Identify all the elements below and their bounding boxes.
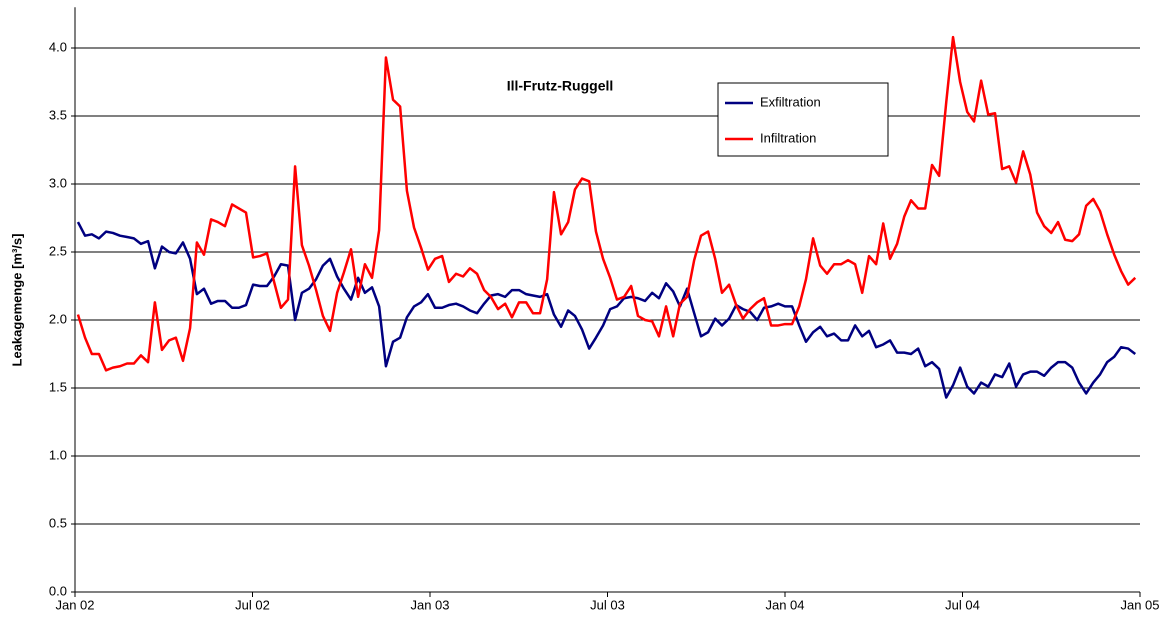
- y-tick-label: 0.5: [49, 515, 67, 530]
- legend-label: Exfiltration: [760, 94, 821, 109]
- y-tick-label: 4.0: [49, 39, 67, 54]
- y-tick-label: 2.5: [49, 243, 67, 258]
- x-tick-label: Jan 02: [55, 597, 94, 612]
- x-tick-label: Jul 04: [945, 597, 980, 612]
- y-axis-label: Leakagemenge [m³/s]: [9, 234, 24, 367]
- y-tick-label: 0.0: [49, 583, 67, 598]
- y-tick-label: 3.5: [49, 107, 67, 122]
- y-tick-label: 3.0: [49, 175, 67, 190]
- series-line: [76, 221, 1137, 399]
- series-line: [76, 35, 1137, 372]
- legend-label: Infiltration: [760, 130, 816, 145]
- y-tick-label: 2.0: [49, 311, 67, 326]
- x-tick-label: Jan 04: [765, 597, 804, 612]
- x-tick-label: Jan 05: [1120, 597, 1159, 612]
- x-tick-label: Jul 02: [235, 597, 270, 612]
- y-tick-label: 1.0: [49, 447, 67, 462]
- legend-box: [717, 82, 889, 157]
- x-tick-label: Jul 03: [590, 597, 625, 612]
- x-tick-label: Jan 03: [410, 597, 449, 612]
- y-tick-label: 1.5: [49, 379, 67, 394]
- chart-title: Ill-Frutz-Ruggell: [507, 78, 614, 94]
